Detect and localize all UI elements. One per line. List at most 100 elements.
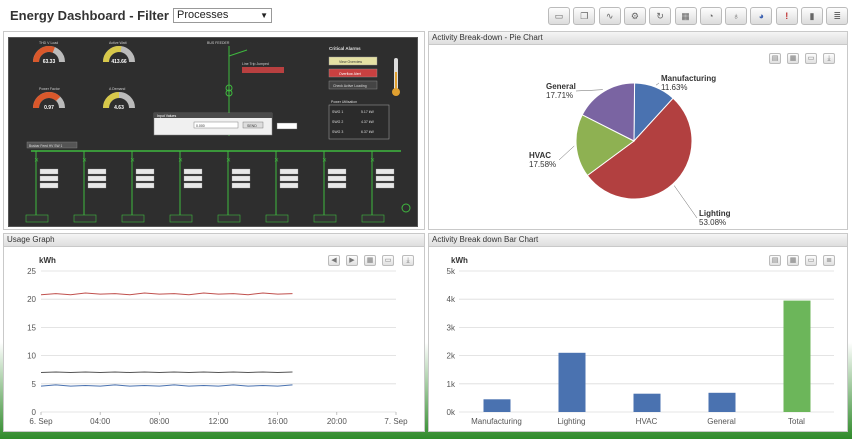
next-icon[interactable]: ▶ — [346, 255, 358, 266]
pie-slice[interactable] — [575, 114, 635, 177]
lamp-button[interactable]: ♁ — [725, 7, 748, 25]
series-line[interactable] — [40, 371, 293, 374]
transformer-icon-2 — [225, 89, 233, 97]
y-tick-label: 5k — [447, 267, 456, 276]
waveform-button[interactable]: ∿ — [598, 7, 621, 25]
bar-chart: kWh 0k 1k 2k 3k 4k 5k Manufacturing Lighting HVAC… — [447, 256, 834, 426]
gauge-fill — [103, 46, 122, 63]
layers-icon: ❐ — [580, 10, 589, 21]
pie-chart: Manufacturing11.63%Lighting53.08%HVAC17.… — [529, 74, 731, 226]
download-icon[interactable]: ⤓ — [402, 255, 414, 266]
bar[interactable] — [708, 392, 736, 412]
input-aux-field[interactable] — [276, 122, 298, 130]
bus-feeder-label: BUS FEEDER — [207, 41, 230, 45]
pie-slice[interactable] — [581, 82, 636, 142]
feeder-reading-box — [135, 182, 155, 189]
gauge-value: 0.97 — [44, 105, 54, 111]
pie-label-value: 53.08% — [699, 218, 726, 226]
usage-graph-panel: Usage Graph ◀ ▶ ▦ ▭ ⤓ kWh 0 5 10 15 20 25 6. Se… — [3, 233, 425, 432]
input-field[interactable] — [193, 121, 239, 129]
feeder-reading-box — [87, 182, 107, 189]
layers-button[interactable]: ❐ — [573, 7, 596, 25]
y-tick-label: 3k — [447, 323, 456, 332]
gauge-icon: ◔ — [708, 10, 714, 21]
feeder-load-box — [217, 214, 241, 223]
list-button[interactable]: ≣ — [826, 7, 849, 25]
monitor-icon: ▭ — [554, 10, 564, 21]
feeder-reading-box — [135, 175, 155, 182]
print-icon[interactable]: ▦ — [787, 255, 799, 266]
feeder-reading-box — [135, 168, 155, 175]
gear-icon: ⚙ — [630, 10, 639, 21]
feeder-breaker-icon: ✕ — [274, 158, 279, 164]
alarm-button-loading[interactable] — [328, 80, 378, 90]
battery-button[interactable]: ▮ — [801, 7, 823, 25]
gauge-button[interactable]: ◔ — [699, 7, 722, 25]
gear-button[interactable]: ⚙ — [623, 7, 646, 25]
feeder-reading-box — [327, 168, 347, 175]
pie-slice[interactable] — [586, 97, 693, 200]
series-line[interactable] — [40, 292, 293, 296]
bar[interactable] — [783, 300, 811, 412]
download-icon[interactable]: ⤓ — [823, 53, 835, 64]
x-tick-label: Total — [788, 417, 805, 426]
usage-line-chart: kWh 0 5 10 15 20 25 6. Sep 04:00 08:00 12:00 16:00 2… — [27, 256, 408, 426]
pie-panel-header: Activity Break-down - Pie Chart — [429, 32, 847, 45]
calculator-button[interactable]: ▦ — [674, 7, 697, 25]
feeder-reading-box — [39, 168, 59, 175]
prev-icon[interactable]: ◀ — [328, 255, 340, 266]
export-icon[interactable]: ▤ — [769, 53, 781, 64]
feeder-reading-box — [39, 182, 59, 189]
feeder-reading-box — [327, 182, 347, 189]
thermometer-bulb — [392, 88, 400, 96]
pie-label-name: Manufacturing — [661, 74, 716, 83]
feeder-reading-box — [375, 168, 395, 175]
bar[interactable] — [558, 352, 586, 412]
feeder-load-box — [121, 214, 145, 223]
feeder-reading-box — [231, 168, 251, 175]
feeder-breaker-icon: ✕ — [226, 158, 231, 164]
x-tick-label: HVAC — [636, 417, 658, 426]
alarm-button-overflow[interactable] — [328, 68, 378, 78]
export-icon[interactable]: ▤ — [769, 255, 781, 266]
input-send-button[interactable] — [242, 121, 264, 129]
gauge-label: A Demand — [109, 87, 125, 91]
pie-chart-icon: ◕ — [758, 10, 765, 21]
breaker-indicator — [242, 67, 284, 73]
alarm-title: Critical Alarms — [329, 46, 361, 51]
print-icon[interactable]: ▦ — [787, 53, 799, 64]
pie-chart-button[interactable]: ◕ — [750, 7, 773, 25]
feeder-breaker-icon: ✕ — [370, 158, 375, 164]
bar[interactable] — [633, 393, 661, 412]
pie-connector — [575, 89, 603, 92]
feeder-reading-box — [279, 182, 299, 189]
bar[interactable] — [483, 399, 511, 412]
input-field-value: 0.000 — [196, 124, 205, 128]
bar-panel-header: Activity Break down Bar Chart — [429, 234, 847, 247]
pie-label-value: 11.63% — [661, 83, 688, 92]
x-tick-label: 16:00 — [268, 417, 289, 426]
alarm-button-overview[interactable] — [328, 56, 378, 66]
scada-diagram: THD V Load 63.33 Active Watt 413.66 Power Fa… — [8, 37, 418, 227]
series-line[interactable] — [40, 384, 293, 387]
top-bar: Energy Dashboard - Filter By: Processes … — [0, 0, 852, 30]
filter-dropdown[interactable]: Processes ▼ — [173, 8, 272, 23]
window-icon[interactable]: ▭ — [805, 255, 817, 266]
y-tick-label: 5 — [32, 380, 37, 389]
table-icon[interactable]: ▦ — [364, 255, 376, 266]
gauge-value: 413.66 — [111, 59, 127, 65]
input-dialog-title: Input Values — [157, 114, 176, 118]
lamp-icon: ♁ — [732, 10, 740, 21]
power-row-value: 5.17 kW — [361, 110, 375, 114]
pie-chart-panel: Activity Break-down - Pie Chart ▤ ▦ ▭ ⤓ … — [428, 31, 848, 230]
feeder-breaker-icon: ✕ — [322, 158, 327, 164]
feeder-reading-box — [327, 175, 347, 182]
window-icon[interactable]: ▭ — [382, 255, 394, 266]
waveform-icon: ∿ — [605, 10, 614, 21]
monitor-button[interactable]: ▭ — [548, 7, 570, 25]
list-icon[interactable]: ≣ — [823, 255, 835, 266]
refresh-button[interactable]: ↻ — [649, 7, 672, 25]
gauge-label: THD V Load — [39, 41, 58, 45]
alert-button[interactable]: ! — [775, 7, 798, 25]
window-icon[interactable]: ▭ — [805, 53, 817, 64]
